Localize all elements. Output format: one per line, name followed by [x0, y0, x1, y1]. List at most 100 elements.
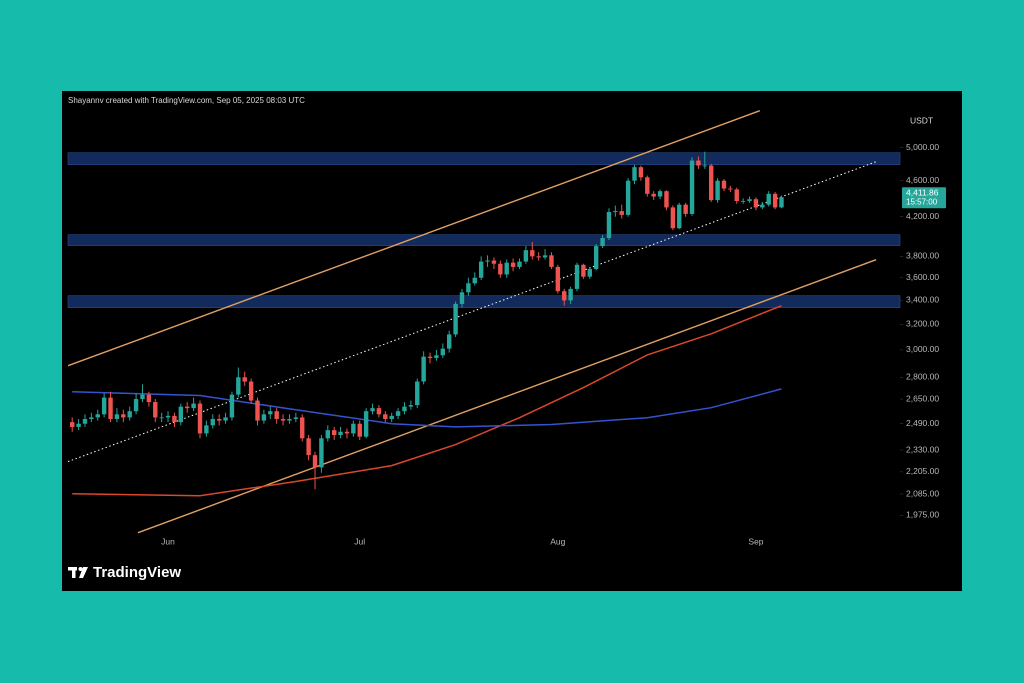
- candle-body: [568, 288, 573, 301]
- candle-body: [772, 193, 778, 208]
- candle-body: [581, 264, 586, 277]
- candle-body: [344, 431, 350, 434]
- candle-body: [415, 381, 420, 406]
- candle-body: [370, 408, 375, 412]
- candle-body: [702, 165, 708, 167]
- y-tick-label: 3,000.00: [906, 344, 939, 354]
- candle-body: [229, 394, 235, 418]
- y-tick-label: 3,600.00: [906, 272, 939, 282]
- candle-body: [689, 160, 695, 214]
- candle-body: [766, 193, 771, 205]
- candle-body: [338, 431, 343, 436]
- y-tick-label: 1,975.00: [906, 510, 939, 520]
- candle-body: [76, 423, 81, 427]
- countdown: 15:57:00: [906, 197, 938, 206]
- candle-body: [708, 165, 714, 201]
- candle-body: [306, 438, 311, 456]
- candle-body: [625, 180, 631, 215]
- candle-body: [395, 411, 401, 416]
- candle-body: [363, 411, 369, 437]
- y-tick-label: 3,800.00: [906, 251, 939, 261]
- candle-body: [146, 394, 152, 403]
- candle-body: [133, 399, 139, 412]
- candle-body: [274, 411, 279, 419]
- candle-body: [121, 414, 126, 418]
- candle-body: [197, 403, 203, 434]
- candle-body: [293, 417, 299, 419]
- candle-body: [210, 418, 215, 426]
- candle-body: [696, 160, 701, 166]
- candle-body: [670, 207, 676, 229]
- candle-body: [638, 167, 644, 178]
- candle-body: [216, 418, 222, 421]
- candle-body: [402, 406, 407, 412]
- candle-body: [357, 423, 362, 437]
- candle-body: [760, 204, 765, 208]
- candle-body: [172, 415, 177, 423]
- candle-body: [89, 417, 94, 419]
- candle-body: [574, 264, 580, 289]
- candle-body: [268, 411, 273, 415]
- zone: [67, 234, 901, 246]
- candle-body: [95, 414, 100, 418]
- plot-area: [67, 110, 901, 534]
- candle-body: [587, 269, 592, 277]
- candle-body: [434, 355, 439, 358]
- last-price-tag: [902, 187, 946, 209]
- candle-body: [562, 291, 567, 301]
- candle-body: [114, 414, 120, 419]
- candle-body: [319, 438, 324, 468]
- y-tick-label: 2,800.00: [906, 372, 939, 382]
- candle-body: [740, 201, 746, 202]
- candle-body: [747, 199, 752, 202]
- candle-body: [427, 356, 433, 358]
- candle-body: [312, 455, 318, 468]
- candle-body: [459, 292, 465, 304]
- candle-body: [632, 167, 637, 181]
- x-tick-label: Jul: [354, 536, 365, 546]
- candle-body: [715, 180, 720, 201]
- y-tick-label: 3,200.00: [906, 319, 939, 329]
- x-tick-label: Sep: [748, 536, 763, 546]
- candle-body: [498, 263, 503, 275]
- x-tick-label: Aug: [550, 536, 565, 546]
- candle-body: [287, 418, 292, 421]
- y-unit: USDT: [910, 115, 933, 125]
- candle-body: [734, 189, 739, 202]
- candle-body: [325, 430, 330, 439]
- header: Shayannv created with TradingView.com, S…: [68, 96, 305, 105]
- candle-body: [191, 403, 196, 409]
- y-tick-label: 4,600.00: [906, 175, 939, 185]
- candle-body: [606, 212, 612, 239]
- candle-body: [159, 417, 164, 419]
- moving-average: [72, 305, 782, 497]
- y-tick-label: 3,400.00: [906, 295, 939, 305]
- candle-body: [510, 262, 516, 267]
- candle-body: [536, 256, 541, 258]
- candle-body: [261, 414, 267, 421]
- candle-body: [721, 180, 727, 189]
- candle-body: [242, 377, 247, 382]
- candle-body: [82, 418, 88, 424]
- candle-body: [657, 191, 663, 197]
- zone: [67, 295, 901, 308]
- candle-body: [69, 422, 75, 427]
- candle-body: [351, 423, 356, 434]
- candle-body: [517, 261, 522, 267]
- logo-icon: [68, 567, 88, 578]
- candle-body: [440, 348, 446, 356]
- y-tick-label: 4,200.00: [906, 211, 939, 221]
- candle-body: [204, 425, 209, 434]
- candle-body: [408, 405, 414, 407]
- candle-body: [600, 238, 605, 247]
- x-tick-label: Jun: [161, 536, 175, 546]
- candle-body: [248, 381, 254, 401]
- candle-body: [613, 211, 618, 213]
- candle-body: [185, 406, 190, 409]
- candle-body: [645, 177, 650, 194]
- zone: [67, 152, 901, 165]
- candle-body: [478, 261, 484, 278]
- candle-body: [677, 204, 682, 229]
- candle-body: [466, 283, 471, 293]
